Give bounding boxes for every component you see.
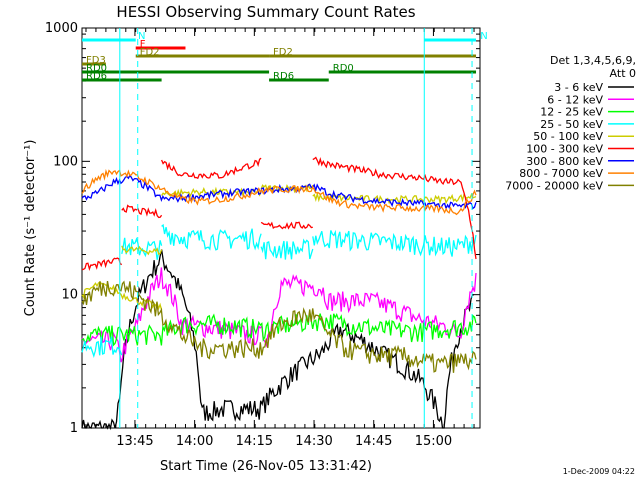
series-line — [312, 229, 477, 257]
state-label: N — [138, 31, 145, 42]
series-layer — [81, 156, 477, 431]
legend-entry-label: 12 - 25 keV — [540, 106, 603, 119]
state-label: RD6 — [86, 71, 107, 82]
y-tick-label: 10 — [61, 288, 78, 303]
series-3-6-kev — [81, 249, 475, 431]
series-line — [121, 204, 163, 219]
legend-entry-label: 25 - 50 keV — [540, 118, 603, 131]
state-label: RD0 — [86, 63, 107, 74]
x-tick-label: 14:00 — [176, 434, 213, 449]
series-line — [161, 223, 262, 251]
series-line — [260, 238, 314, 260]
legend-entry-label: 800 - 7000 keV — [519, 167, 603, 180]
state-label: RD6 — [273, 71, 294, 82]
series-line — [81, 336, 123, 359]
y-axis-label: Count Rate (s⁻¹ detector⁻¹) — [23, 140, 38, 317]
series-line — [312, 156, 477, 260]
state-label: RD0 — [333, 63, 354, 74]
series-6-12-kev — [81, 267, 477, 363]
series-300-800-kev — [81, 174, 477, 211]
series-line — [260, 221, 313, 230]
series-line — [81, 280, 477, 373]
series-line — [81, 267, 477, 363]
x-tick-label: 14:30 — [295, 434, 332, 449]
legend-entry-label: 6 - 12 keV — [547, 93, 603, 106]
legend-header: Det 1,3,4,5,6,9, — [550, 54, 636, 67]
series-800-7000-kev — [81, 168, 477, 216]
series-line — [81, 257, 123, 272]
series-line — [161, 157, 262, 180]
series-line — [81, 311, 477, 347]
x-tick-label: 15:00 — [415, 434, 452, 449]
state-label: FD2 — [140, 47, 160, 58]
legend-entry-label: 3 - 6 keV — [554, 81, 603, 94]
series-100-300-kev — [81, 156, 477, 272]
legend-entry-label: 50 - 100 keV — [533, 130, 603, 143]
x-tick-label: 13:45 — [116, 434, 153, 449]
y-tick-label: 100 — [53, 154, 78, 169]
state-label: FD2 — [273, 47, 293, 58]
legend-entry-label: 300 - 800 keV — [526, 155, 603, 168]
state-label: FD3 — [86, 55, 106, 66]
series-12-25-kev — [81, 311, 477, 347]
state-label: N — [480, 31, 487, 42]
chart-title: HESSI Observing Summary Count Rates — [116, 3, 415, 21]
series-7000-20000-kev — [81, 280, 477, 373]
footer-timestamp: 1-Dec-2009 04:22 — [563, 467, 635, 476]
series-line — [121, 245, 163, 256]
y-tick-label: 1 — [70, 421, 78, 436]
vertical-markers — [119, 28, 473, 428]
state-label: F — [140, 39, 146, 50]
series-line — [81, 249, 475, 431]
x-axis-label: Start Time (26-Nov-05 13:31:42) — [160, 459, 372, 474]
plot-frame — [81, 27, 481, 429]
axes: 1 10 100 1000 13:45 14:00 14:15 14:30 14:45 15:00 — [45, 21, 481, 449]
series-line — [81, 168, 477, 216]
y-tick-label: 1000 — [45, 21, 78, 36]
series-line — [121, 237, 163, 260]
x-tick-label: 14:45 — [355, 434, 392, 449]
legend-entry-label: 7000 - 20000 keV — [505, 179, 603, 192]
legend-entry-label: 100 - 300 keV — [526, 143, 603, 156]
series-line — [81, 174, 477, 211]
x-tick-label: 14:15 — [236, 434, 273, 449]
legend-header: Att 0 — [610, 67, 636, 80]
